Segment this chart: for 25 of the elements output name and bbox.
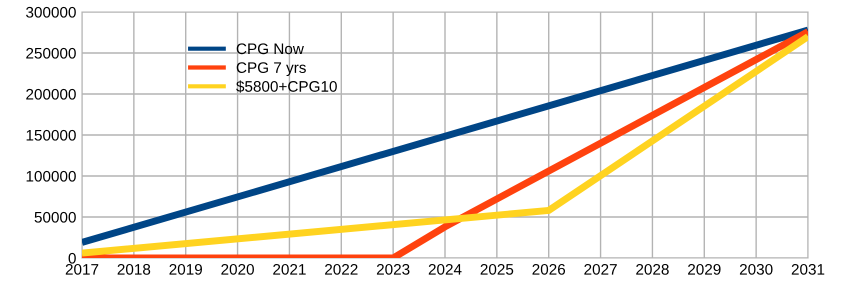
y-tick-label: 50000: [34, 212, 76, 223]
x-tick-label: 2019: [169, 264, 202, 275]
x-tick-label: 2017: [66, 264, 98, 275]
x-tick-label: 2023: [376, 264, 410, 275]
x-tick-label: 2031: [792, 264, 824, 275]
legend-label: CPG Now: [236, 43, 304, 54]
y-tick-label: 150000: [26, 130, 76, 141]
y-tick-label: 100000: [26, 170, 76, 182]
x-tick-label: 2020: [221, 264, 254, 275]
x-tick-label: 2024: [428, 264, 462, 275]
y-tick-label: 300000: [26, 6, 76, 18]
y-tick-label: 200000: [26, 88, 76, 100]
legend-label: CPG 7 yrs: [236, 62, 306, 76]
x-tick-label: 2028: [636, 264, 669, 275]
x-tick-label: 2030: [740, 264, 773, 275]
y-tick-label: 0: [68, 252, 76, 264]
x-tick-label: 2022: [325, 264, 358, 275]
x-tick-label: 2026: [532, 264, 566, 275]
x-tick-label: 2029: [688, 264, 721, 275]
x-tick-label: 2021: [273, 264, 306, 275]
x-tick-label: 2025: [480, 264, 514, 275]
x-tick-label: 2027: [584, 264, 617, 275]
x-tick-label: 2018: [118, 264, 150, 275]
legend-label: $5800+CPG10: [236, 80, 337, 93]
y-tick-label: 250000: [26, 48, 76, 59]
